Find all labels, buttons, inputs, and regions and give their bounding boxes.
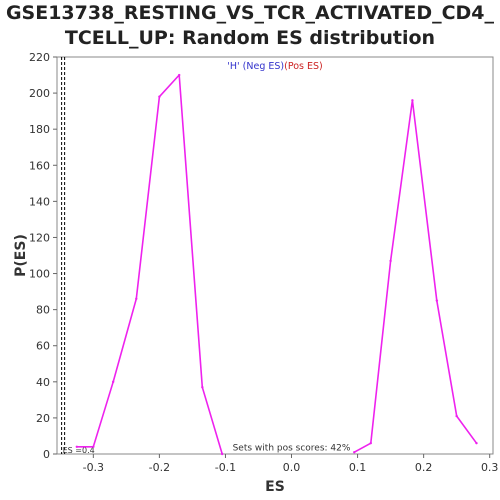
x-tick-label-5: 0.2 xyxy=(415,461,433,474)
series-1-point-0 xyxy=(353,450,356,454)
series-line-1 xyxy=(353,99,478,453)
y-tick-label-6: 120 xyxy=(29,231,50,244)
series-1-point-4 xyxy=(435,299,439,302)
series-0-point-4 xyxy=(158,95,161,98)
y-tick-label-1: 20 xyxy=(36,412,50,425)
series-1-point-6 xyxy=(475,441,478,445)
series-1-point-5 xyxy=(455,414,458,418)
legend: 'H' (Neg ES)(Pos ES) xyxy=(227,61,322,72)
series-1-point-2 xyxy=(389,259,392,263)
reference-line-label: ES =0.4 xyxy=(63,446,95,455)
x-tick-label-2: -0.1 xyxy=(215,461,236,474)
legend-entry-0: 'H' xyxy=(227,61,239,72)
y-tick-label-3: 60 xyxy=(36,340,50,353)
plot-frame xyxy=(56,56,494,455)
pos-scores-annotation: Sets with pos scores: 42% xyxy=(233,443,351,453)
legend-entry-1: (Neg ES) xyxy=(240,61,284,72)
axes: 0 20 40 60 80 100 120 140 160 180 200 220 -0.3 -0.2 -0… xyxy=(29,51,498,474)
y-tick-label-5: 100 xyxy=(29,268,50,281)
series-0-point-1 xyxy=(92,445,95,448)
x-tick-label-0: -0.3 xyxy=(83,461,104,474)
series-0-point-6 xyxy=(201,386,204,389)
series-0-point-0 xyxy=(75,445,79,448)
series-0-point-5 xyxy=(178,73,181,77)
series-0-point-3 xyxy=(135,297,138,301)
x-tick-label-4: 0.1 xyxy=(349,461,367,474)
series-1-point-1 xyxy=(369,441,372,445)
chart-title-line-2: TCELL_UP: Random ES distribution xyxy=(64,27,436,49)
y-axis-label: P(ES) xyxy=(13,234,29,277)
legend-entry-2: (Pos ES) xyxy=(284,61,323,72)
x-axis-label: ES xyxy=(265,479,285,495)
x-tick-label-6: 0.3 xyxy=(481,461,499,474)
x-tick-label-3: 0.0 xyxy=(283,461,301,474)
series-line-0 xyxy=(76,74,223,455)
legend-text: 'H' (Neg ES)(Pos ES) xyxy=(227,61,322,72)
y-tick-label-8: 160 xyxy=(29,159,50,172)
y-tick-label-9: 180 xyxy=(29,123,50,136)
y-tick-label-11: 220 xyxy=(29,51,50,64)
series-0-point-2 xyxy=(111,380,115,384)
x-tick-label-1: -0.2 xyxy=(149,461,170,474)
y-tick-label-4: 80 xyxy=(36,304,50,317)
series-0-point-7 xyxy=(220,452,224,456)
y-tick-label-2: 40 xyxy=(36,376,50,389)
chart-marks: ES =0.4 Sets with pos scores: 42% xyxy=(61,57,478,456)
chart-title-line-1: GSE13738_RESTING_VS_TCR_ACTIVATED_CD4_ xyxy=(5,2,495,24)
y-tick-label-0: 0 xyxy=(43,448,50,461)
y-tick-label-10: 200 xyxy=(29,87,50,100)
y-tick-label-7: 140 xyxy=(29,195,50,208)
series-1-point-3 xyxy=(411,99,414,102)
